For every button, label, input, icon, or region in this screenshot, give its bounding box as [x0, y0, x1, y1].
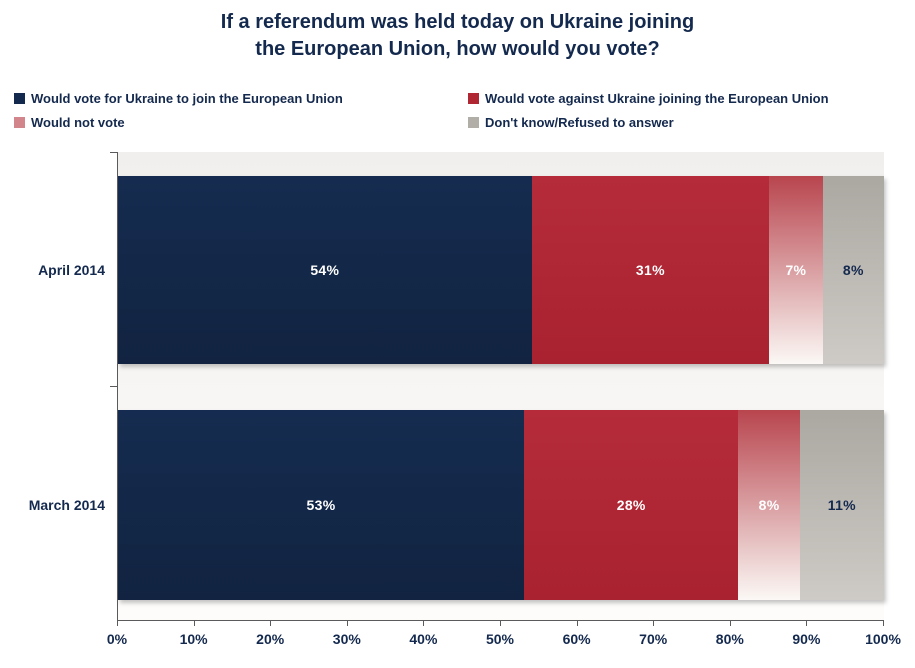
x-tick: [500, 620, 501, 626]
legend-label: Would vote for Ukraine to join the Europ…: [31, 91, 343, 106]
x-tick: [576, 620, 578, 626]
chart-title-line1: If a referendum was held today on Ukrain…: [220, 11, 695, 33]
legend-swatch: [14, 117, 25, 128]
x-tick: [117, 620, 118, 626]
legend-label: Would not vote: [31, 115, 125, 130]
bar-april-2014: 54% 31% 7% 8%: [118, 176, 884, 364]
bar-value-label: 11%: [827, 497, 856, 513]
x-tick: [423, 620, 425, 626]
category-label: April 2014: [38, 262, 105, 278]
x-tick-label: 90%: [792, 631, 821, 647]
bar-value-label: 28%: [616, 497, 646, 513]
bar-segment: 31%: [531, 176, 770, 364]
bar-value-label: 7%: [785, 262, 807, 278]
category-label: March 2014: [28, 497, 105, 513]
bar-segment: 8%: [822, 176, 884, 364]
y-axis-tick: [110, 386, 117, 387]
x-tick: [729, 620, 731, 626]
y-axis-tick: [110, 152, 117, 153]
legend-item: Would vote for Ukraine to join the Europ…: [14, 91, 468, 106]
legend-item: Don't know/Refused to answer: [468, 115, 904, 130]
legend-swatch: [468, 93, 479, 104]
x-tick: [806, 620, 808, 626]
x-tick-label: 80%: [715, 631, 744, 647]
x-tick: [193, 620, 195, 626]
x-tick-label: 60%: [562, 631, 591, 647]
legend-item: Would vote against Ukraine joining the E…: [468, 91, 904, 106]
x-axis: 0% 10% 20% 30% 40% 50% 60% 70% 80% 90% 100%: [107, 620, 901, 656]
bar-segment: 28%: [523, 410, 739, 600]
bar-march-2014: 53% 28% 8% 11%: [118, 410, 884, 600]
bar-segment: 54%: [118, 176, 532, 364]
x-tick-label: 40%: [409, 631, 438, 647]
x-tick-label: 10%: [179, 631, 208, 647]
bar-segment: 53%: [118, 410, 524, 600]
legend-item: Would not vote: [14, 115, 468, 130]
x-tick-label: 100%: [865, 631, 901, 647]
x-tick-label: 30%: [332, 631, 361, 647]
plot-area: 54% 31% 7% 8% 53% 28% 8% 11%: [117, 152, 884, 621]
bar-value-label: 54%: [310, 262, 340, 278]
legend-label: Would vote against Ukraine joining the E…: [485, 91, 829, 106]
x-tick: [346, 620, 348, 626]
legend-swatch: [468, 117, 479, 128]
bar-value-label: 53%: [306, 497, 336, 513]
bar-segment: 7%: [769, 176, 823, 364]
bar-value-label: 31%: [635, 262, 665, 278]
x-tick-label: 20%: [256, 631, 285, 647]
x-tick-label: 0%: [106, 631, 128, 647]
legend: Would vote for Ukraine to join the Europ…: [14, 91, 904, 130]
x-tick-label: 70%: [639, 631, 668, 647]
bar-value-label: 8%: [842, 262, 864, 278]
x-tick: [653, 620, 655, 626]
legend-swatch: [14, 93, 25, 104]
x-tick: [270, 620, 272, 626]
chart-title: If a referendum was held today on Ukrain…: [0, 9, 915, 63]
chart-title-line2: the European Union, how would you vote?: [255, 38, 660, 60]
x-tick-label: 50%: [485, 631, 515, 647]
legend-label: Don't know/Refused to answer: [485, 115, 674, 130]
x-tick: [883, 620, 884, 626]
bar-segment: 11%: [799, 410, 884, 600]
bar-segment: 8%: [738, 410, 800, 600]
bar-value-label: 8%: [758, 497, 780, 513]
